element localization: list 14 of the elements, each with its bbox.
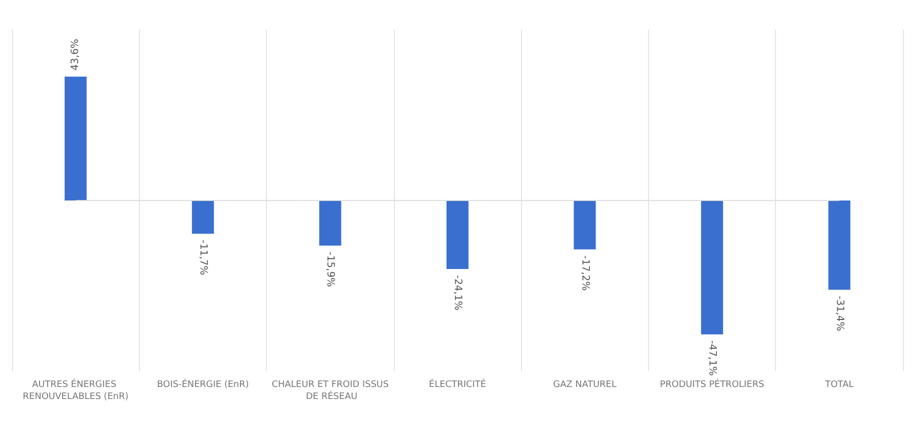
data-label: -47,1% [706, 340, 718, 376]
x-tick-label: ÉLECTRICITÉ [428, 378, 486, 390]
data-label: 43,6% [70, 38, 82, 71]
data-label: -11,7% [197, 240, 208, 276]
x-tick-label: AUTRES ÉNERGIES RENOUVELABLES (EnR) [22, 378, 128, 402]
x-tick-label: BOIS-ÉNERGIE (EnR) [156, 378, 249, 390]
x-tick-label: GAZ NATUREL [553, 380, 616, 390]
x-tick-label: PRODUITS PÉTROLIERS [660, 378, 764, 390]
data-label: -24,1% [452, 274, 463, 310]
x-tick-label: TOTAL [824, 380, 854, 390]
data-label: -15,9% [324, 252, 336, 288]
data-label: -17,2% [579, 255, 590, 291]
data-label: -31,4% [834, 296, 845, 332]
x-tick-label: CHALEUR ET FROID ISSUS DE RÉSEAU [272, 380, 389, 402]
